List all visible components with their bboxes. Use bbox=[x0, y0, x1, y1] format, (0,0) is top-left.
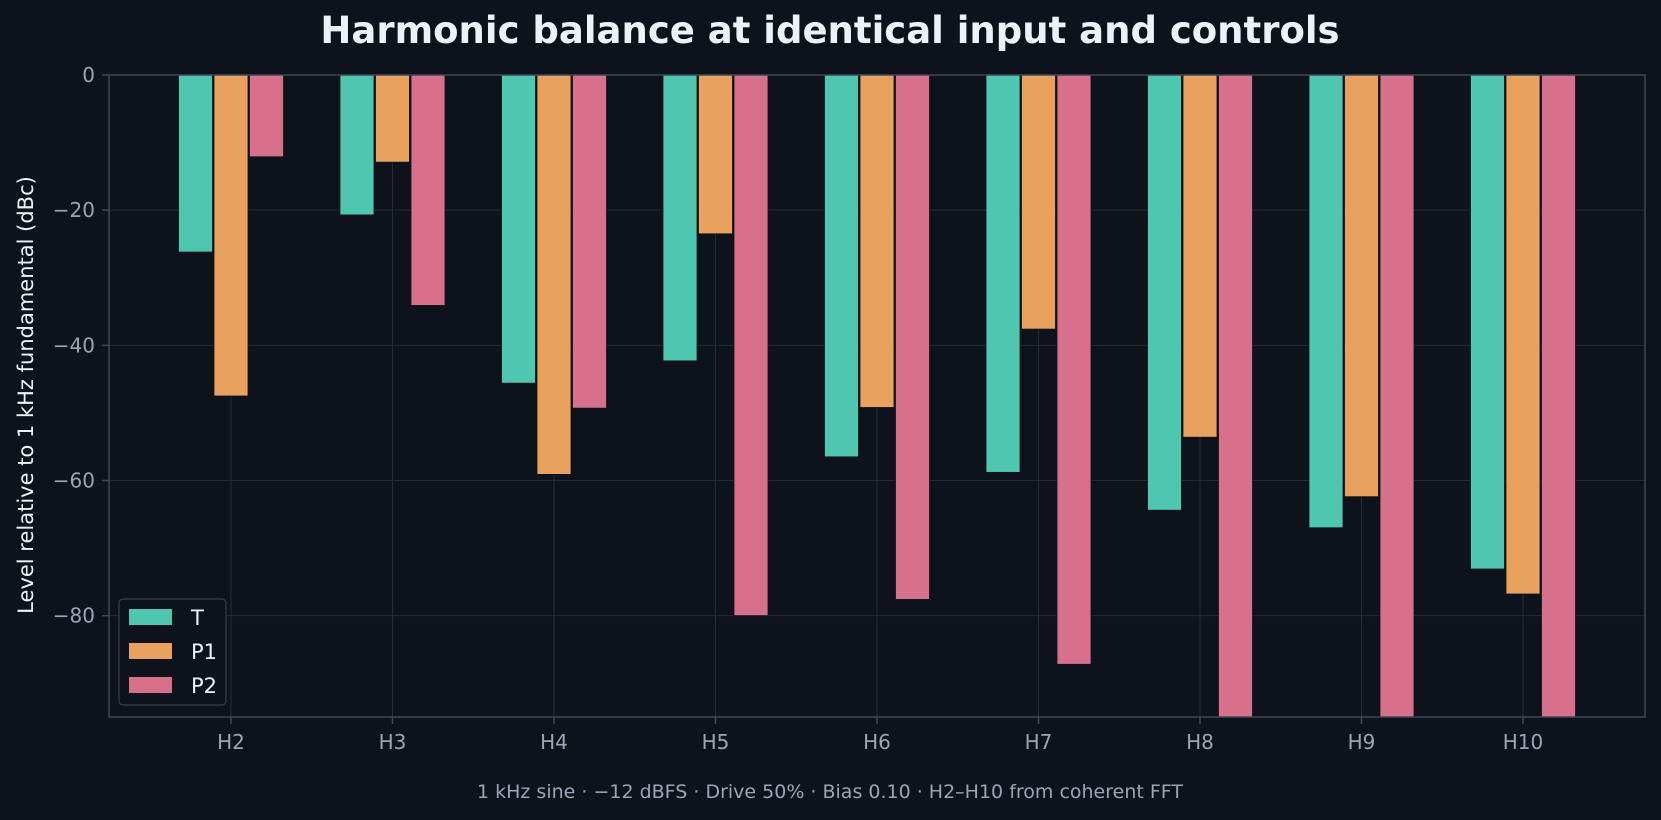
x-tick-label: H10 bbox=[1503, 730, 1544, 754]
y-tick-label: −40 bbox=[53, 333, 95, 357]
y-axis-label: Level relative to 1 kHz fundamental (dBc… bbox=[14, 176, 38, 614]
x-tick-label: H7 bbox=[1025, 730, 1053, 754]
bar-p1-h9 bbox=[1344, 74, 1379, 498]
bar-t-h8 bbox=[1147, 74, 1182, 511]
plot-frame bbox=[108, 74, 1646, 718]
bar-p1-h8 bbox=[1182, 74, 1218, 438]
bar-p1-h7 bbox=[1021, 74, 1056, 330]
bar-t-h10 bbox=[1470, 74, 1505, 570]
x-tick-label: H3 bbox=[379, 730, 407, 754]
bar-p2-h3 bbox=[410, 74, 446, 306]
bar-t-h4 bbox=[501, 74, 536, 384]
bar-t-h2 bbox=[178, 74, 213, 253]
y-tick-label: 0 bbox=[82, 63, 95, 87]
legend-label-p1: P1 bbox=[191, 640, 217, 664]
x-tick-label: H5 bbox=[702, 730, 730, 754]
chart-subtitle: 1 kHz sine · −12 dBFS · Drive 50% · Bias… bbox=[477, 781, 1183, 803]
legend-swatch-p2 bbox=[129, 677, 172, 693]
x-tick-label: H8 bbox=[1186, 730, 1214, 754]
y-tick-label: −60 bbox=[53, 468, 95, 492]
bar-p2-h10 bbox=[1541, 74, 1576, 718]
legend-swatch-p1 bbox=[129, 643, 172, 659]
bar-layer bbox=[178, 74, 1576, 718]
chart-title: Harmonic balance at identical input and … bbox=[320, 9, 1339, 52]
bar-p2-h9 bbox=[1379, 74, 1415, 718]
bar-p1-h3 bbox=[375, 74, 410, 163]
bar-t-h9 bbox=[1308, 74, 1344, 529]
legend-label-p2: P2 bbox=[191, 674, 217, 698]
bar-p1-h5 bbox=[698, 74, 733, 235]
axis-layer: 0 −20 −40 −60 −80 H2 H3 H4 H5 H6 H7 H8 H9 H10 bbox=[53, 63, 1646, 754]
bar-p2-h8 bbox=[1218, 74, 1253, 718]
bar-p2-h4 bbox=[572, 74, 607, 409]
x-tick-label: H9 bbox=[1348, 730, 1376, 754]
bar-p2-h6 bbox=[895, 74, 930, 600]
bar-t-h3 bbox=[339, 74, 375, 216]
bar-p1-h6 bbox=[859, 74, 895, 408]
y-tick-label: −20 bbox=[53, 198, 95, 222]
legend-swatch-t bbox=[129, 609, 172, 625]
bar-p1-h2 bbox=[213, 74, 249, 397]
legend-label-t: T bbox=[190, 606, 204, 630]
bar-t-h7 bbox=[985, 74, 1021, 473]
bar-p1-h10 bbox=[1505, 74, 1541, 595]
x-tick-label: H4 bbox=[540, 730, 568, 754]
bar-p2-h5 bbox=[733, 74, 769, 617]
bar-p2-h2 bbox=[249, 74, 284, 158]
bar-t-h6 bbox=[824, 74, 859, 458]
y-tick-label: −80 bbox=[53, 604, 95, 628]
legend: T P1 P2 bbox=[118, 598, 227, 706]
bar-t-h5 bbox=[662, 74, 698, 362]
bar-p1-h4 bbox=[536, 74, 572, 475]
x-tick-label: H6 bbox=[863, 730, 891, 754]
bar-p2-h7 bbox=[1056, 74, 1092, 665]
x-tick-label: H2 bbox=[217, 730, 245, 754]
